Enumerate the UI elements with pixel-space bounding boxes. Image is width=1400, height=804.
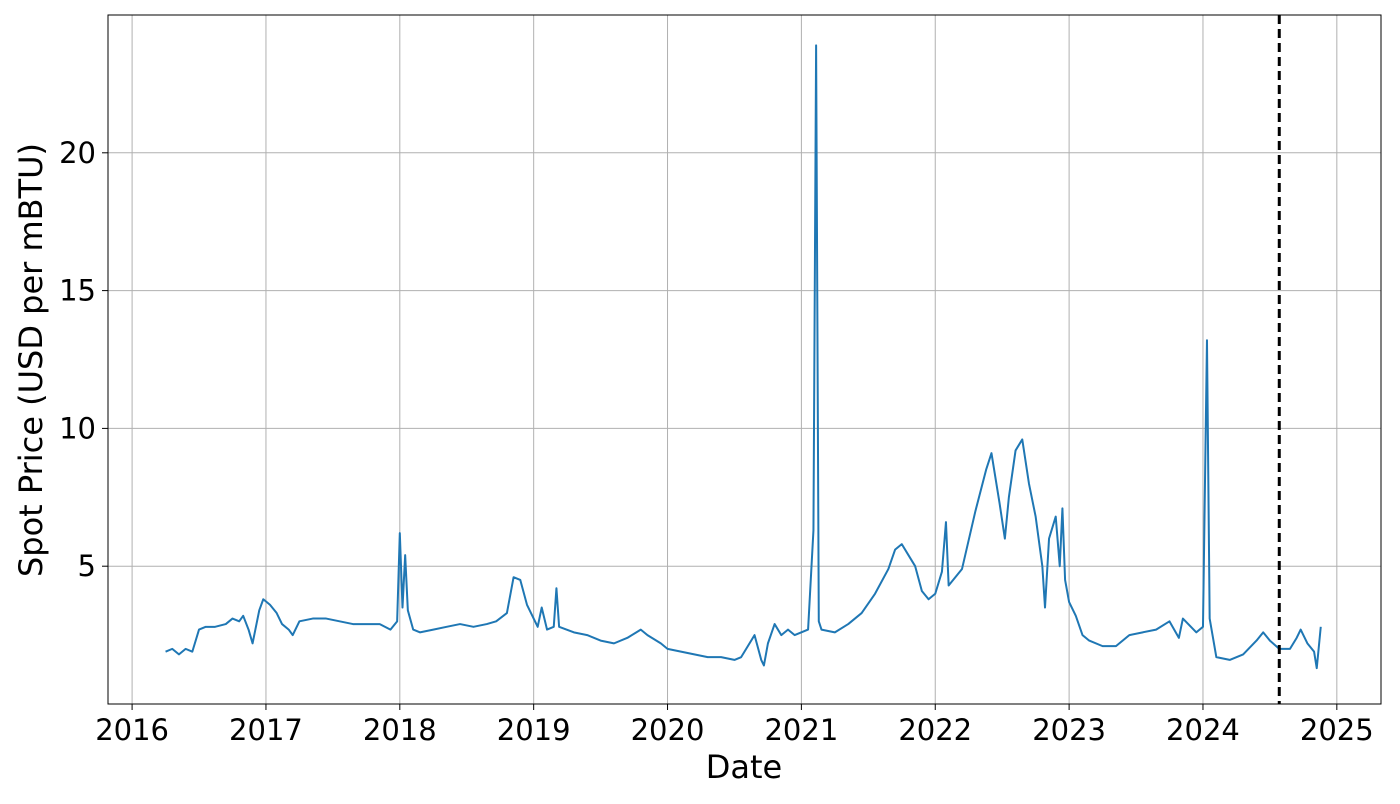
y-tick-label: 20 — [59, 136, 96, 170]
x-tick-label: 2017 — [229, 713, 303, 747]
y-tick-label: 15 — [59, 274, 96, 308]
x-axis-label: Date — [706, 748, 782, 786]
y-tick-label: 5 — [78, 549, 96, 583]
x-tick-label: 2025 — [1300, 713, 1374, 747]
x-tick-label: 2018 — [363, 713, 437, 747]
price-line — [165, 44, 1322, 670]
x-tick-label: 2016 — [95, 713, 169, 747]
x-tick-label: 2020 — [631, 713, 705, 747]
x-tick-label: 2021 — [764, 713, 838, 747]
x-tick-label: 2019 — [497, 713, 571, 747]
x-tick-label: 2022 — [898, 713, 972, 747]
x-tick-label: 2024 — [1166, 713, 1240, 747]
y-tick-label: 10 — [59, 411, 96, 445]
x-tick-label: 2023 — [1032, 713, 1106, 747]
y-axis-label: Spot Price (USD per mBTU) — [12, 143, 50, 577]
plot-frame — [107, 14, 1382, 705]
